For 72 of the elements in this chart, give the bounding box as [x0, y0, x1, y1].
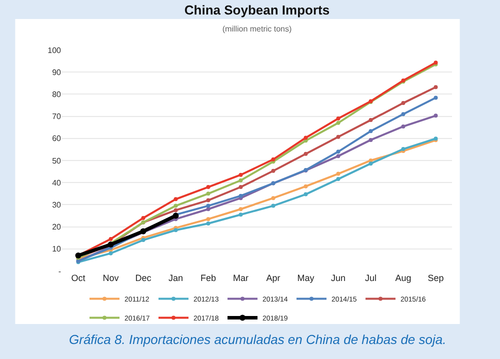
- point: [336, 154, 340, 158]
- point: [368, 118, 373, 122]
- y-tick-label: 90: [52, 68, 62, 77]
- x-tick-label: Jun: [330, 273, 346, 283]
- point: [401, 112, 406, 116]
- point: [108, 251, 113, 256]
- point: [434, 96, 438, 100]
- point: [336, 172, 340, 176]
- point: [434, 114, 438, 118]
- point: [238, 172, 243, 177]
- point: [238, 185, 243, 190]
- point: [336, 177, 340, 182]
- point: [434, 85, 438, 90]
- point: [271, 204, 276, 208]
- point: [206, 204, 210, 208]
- y-tick-label: 50: [52, 156, 62, 166]
- y-tick-label: 60: [52, 134, 62, 144]
- point: [108, 236, 113, 241]
- point: [304, 184, 308, 188]
- point: [336, 116, 340, 121]
- x-tick-label: Aug: [395, 273, 412, 283]
- point: [368, 138, 373, 142]
- point: [174, 208, 178, 212]
- point: [174, 228, 178, 232]
- point: [336, 120, 340, 125]
- point: [304, 152, 308, 156]
- x-tick-label: Jan: [168, 273, 184, 283]
- point: [206, 207, 210, 212]
- point: [206, 221, 210, 226]
- point: [174, 197, 178, 202]
- y-tick-label: 100: [48, 46, 62, 55]
- point: [206, 198, 210, 202]
- point: [304, 192, 308, 196]
- text: Gráfica 8. Importaciones acumuladas en China de habas de soja.: [69, 332, 446, 347]
- point: [336, 134, 340, 139]
- chart-title: China Soybean Imports: [184, 2, 330, 18]
- point: [271, 157, 276, 162]
- point: [141, 238, 146, 242]
- x-tick-label: May: [297, 273, 315, 283]
- x-tick-label: Feb: [200, 273, 216, 283]
- chart-subtitle: (million metric tons): [222, 24, 292, 34]
- point: [206, 185, 210, 190]
- x-tick-label: Apr: [266, 273, 280, 283]
- point: [401, 124, 406, 128]
- point: [336, 150, 340, 154]
- point: [271, 168, 276, 173]
- x-tick-label: Sep: [428, 273, 444, 283]
- point: [206, 192, 210, 196]
- point: [238, 178, 243, 182]
- y-tick-label: -: [58, 266, 62, 276]
- point: [238, 207, 243, 212]
- x-tick-label: Dec: [135, 273, 152, 283]
- point: [368, 129, 373, 134]
- y-tick-label: 70: [52, 112, 62, 122]
- point: [271, 196, 276, 200]
- point: [304, 136, 308, 140]
- point: [238, 194, 243, 198]
- point: [174, 204, 178, 208]
- x-tick-label: Mar: [233, 273, 248, 283]
- y-tick-label: 40: [52, 178, 62, 188]
- y-tick-label: 80: [52, 90, 62, 99]
- point: [368, 162, 373, 166]
- y-tick-label: 30: [52, 200, 62, 210]
- y-tick-label: 10: [52, 244, 62, 254]
- point: [206, 217, 210, 222]
- y-tick-label: 20: [52, 222, 62, 232]
- point: [401, 101, 406, 106]
- point: [141, 216, 146, 220]
- point: [238, 212, 243, 217]
- x-tick-label: Nov: [102, 273, 120, 283]
- x-tick-label: Oct: [71, 273, 86, 283]
- x-tick-label: Jul: [364, 273, 377, 283]
